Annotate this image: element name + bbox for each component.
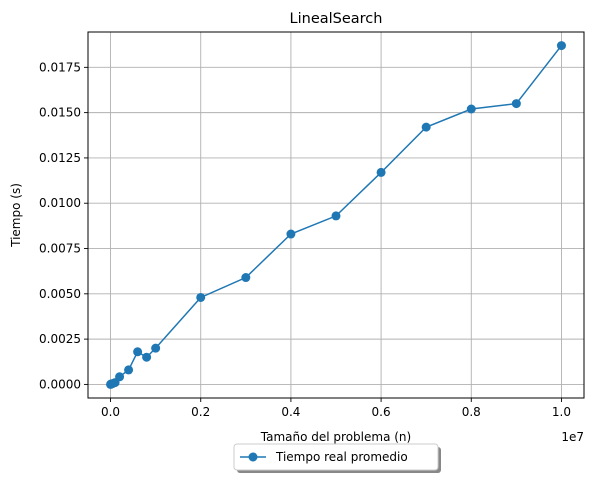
legend-box <box>233 443 439 471</box>
data-point <box>115 372 125 382</box>
grid <box>88 32 584 398</box>
data-point <box>421 122 431 132</box>
data-point <box>511 99 521 109</box>
data-point <box>556 41 566 51</box>
x-tick-label: 0.6 <box>372 405 391 419</box>
x-axis-offset-label: 1e7 <box>561 430 584 444</box>
x-tick-label: 0.0 <box>101 405 120 419</box>
data-point <box>286 229 296 239</box>
x-axis-label: Tamaño del problema (n) <box>260 430 411 444</box>
series-layer <box>106 41 566 389</box>
data-point <box>196 292 206 302</box>
x-tick-label: 1.0 <box>552 405 571 419</box>
data-point <box>376 167 386 177</box>
data-point <box>241 273 251 283</box>
data-point <box>142 352 152 362</box>
y-axis-label: Tiempo (s) <box>9 183 23 248</box>
data-point <box>124 365 134 375</box>
y-tick-label: 0.0075 <box>39 242 81 256</box>
plot-area <box>87 31 585 399</box>
legend-label: Tiempo real promedio <box>275 450 408 464</box>
y-tick-label: 0.0100 <box>39 196 81 210</box>
y-tick-label: 0.0150 <box>39 106 81 120</box>
x-tick-label: 0.2 <box>191 405 210 419</box>
data-point <box>331 211 341 221</box>
data-point <box>151 343 161 353</box>
y-tick-label: 0.0175 <box>39 60 81 74</box>
y-axis: 0.0000 0.0025 0.0050 0.0075 0.0100 0.0125 0.01… <box>39 60 88 391</box>
y-tick-label: 0.0050 <box>39 287 81 301</box>
data-point <box>466 104 476 114</box>
legend-marker-swatch <box>248 452 258 462</box>
y-tick-label: 0.0000 <box>39 377 81 391</box>
data-point <box>133 347 143 357</box>
chart-title: LinealSearch <box>290 11 383 27</box>
y-tick-label: 0.0125 <box>39 151 81 165</box>
x-axis: 0.0 0.2 0.4 0.6 0.8 1.0 <box>101 398 571 419</box>
legend: Tiempo real promedio <box>233 443 441 473</box>
y-tick-label: 0.0025 <box>39 332 81 346</box>
x-tick-label: 0.4 <box>281 405 300 419</box>
x-tick-label: 0.8 <box>462 405 481 419</box>
